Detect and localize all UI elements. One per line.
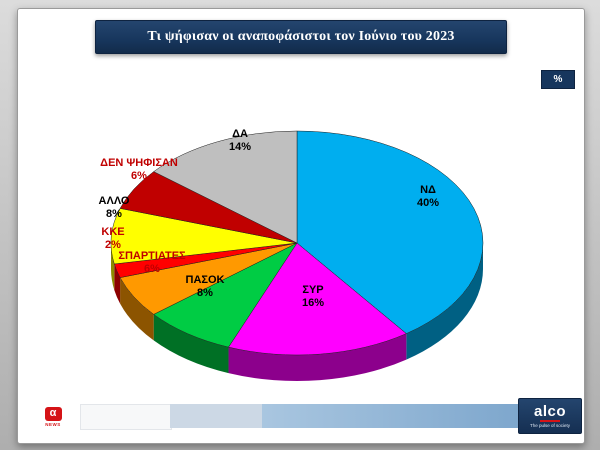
pie-slice-ΣΥΡ <box>228 242 407 356</box>
alpha-icon: α <box>44 407 62 421</box>
footer-strip-segment-3 <box>262 404 518 428</box>
alco-name: alco <box>533 403 566 420</box>
pie-slice-ΔΑ <box>153 130 298 244</box>
alpha-news-label: NEWS <box>45 422 61 427</box>
pie-label-ΚΚΕ: ΚΚΕ 2% <box>101 226 125 251</box>
pie-slice-ΠΑΣΟΚ <box>153 314 229 374</box>
pie-label-ΝΔ: ΝΔ 40% <box>416 184 440 209</box>
alpha-news-logo: α NEWS <box>40 405 66 429</box>
alco-logo: alco The pulse of society <box>518 398 582 434</box>
pie-slice-ΚΚΕ <box>114 263 121 304</box>
footer-strip-segment-1 <box>80 404 172 430</box>
alco-accent-line <box>540 420 560 422</box>
page-title: Τι ψήφισαν οι αναποφάσιστοι τον Ιούνιο τ… <box>147 29 455 44</box>
pie-slice-ΝΔ <box>406 243 483 360</box>
pie-label-ΔΕΝ ΨΗΦΙΣΑΝ: ΔΕΝ ΨΗΦΙΣΑΝ 6% <box>100 157 178 182</box>
pie-slice-ΣΥΡ <box>228 333 407 381</box>
pie-label-ΣΠΑΡΤΙΑΤΕΣ: ΣΠΑΡΤΙΑΤΕΣ 6% <box>118 250 186 275</box>
percent-badge: % <box>541 70 575 89</box>
pie-slice-ΝΔ <box>296 130 484 334</box>
pie-slice-ΑΛΛΟ <box>110 208 298 265</box>
alco-tagline: The pulse of society <box>529 423 571 428</box>
pie-label-ΣΥΡ: ΣΥΡ 16% <box>301 284 325 309</box>
pie-label-ΔΑ: ΔΑ 14% <box>228 128 252 153</box>
pie-label-ΠΑΣΟΚ: ΠΑΣΟΚ 8% <box>185 274 225 299</box>
footer-strip-segment-2 <box>170 404 262 428</box>
title-bar: Τι ψήφισαν οι αναποφάσιστοι τον Ιούνιο τ… <box>95 20 507 54</box>
pie-label-ΑΛΛΟ: ΑΛΛΟ 8% <box>98 195 130 220</box>
pie-slice-ΣΠΑΡΤΙΑΤΕΣ <box>120 277 154 341</box>
pie-slice-ΠΑΣΟΚ <box>153 242 298 348</box>
